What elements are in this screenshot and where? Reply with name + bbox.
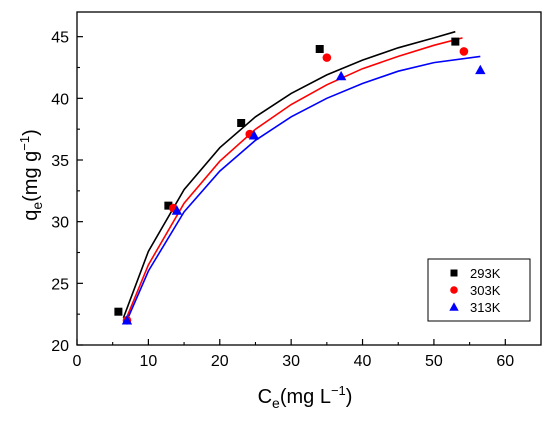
y-axis-title: qe(mg g−1) xyxy=(17,129,45,221)
legend-marker-293K xyxy=(450,269,458,277)
x-tick-label: 30 xyxy=(282,353,300,370)
x-axis-title: Ce(mg L−1) xyxy=(258,383,353,411)
plot-area xyxy=(114,30,486,325)
y-tick-label: 30 xyxy=(51,215,69,232)
x-tick-label: 10 xyxy=(139,353,157,370)
data-point-303K-5 xyxy=(459,47,469,56)
y-tick-label: 35 xyxy=(51,153,69,170)
data-point-313K-1 xyxy=(121,315,133,325)
fit-line-293K xyxy=(122,30,456,319)
legend-marker-303K xyxy=(450,286,458,294)
axes: 0 10 20 30 40 50 60 20 25 30 35 40 45 Ce(mg L−1) qe(mg… xyxy=(17,11,542,411)
legend-label-303K: 303K xyxy=(470,283,501,298)
legend-label-293K: 293K xyxy=(470,266,501,281)
legend-box xyxy=(427,258,531,322)
data-point-303K-4 xyxy=(322,53,332,62)
data-point-293K-2 xyxy=(164,201,173,210)
data-point-293K-4 xyxy=(315,45,324,53)
x-tick-label: 50 xyxy=(425,353,443,370)
fit-line-303K xyxy=(124,37,463,321)
x-tick-label: 60 xyxy=(496,353,514,370)
legend-marker-313K xyxy=(449,302,459,311)
data-point-293K-3 xyxy=(237,119,246,127)
x-tick-label: 20 xyxy=(211,353,229,370)
data-point-313K-3 xyxy=(248,130,260,140)
y-tick-label: 40 xyxy=(51,91,69,108)
x-tick-label: 40 xyxy=(354,353,372,370)
data-point-313K-2 xyxy=(171,205,183,215)
y-tick-label: 25 xyxy=(51,276,69,293)
data-point-293K-1 xyxy=(114,307,123,316)
legend: 293K 303K 313K xyxy=(427,258,531,322)
data-point-293K-5 xyxy=(451,37,460,46)
plot-frame xyxy=(76,11,542,346)
x-tick-label: 0 xyxy=(73,353,82,370)
data-point-313K-5 xyxy=(475,64,486,75)
data-point-313K-4 xyxy=(335,70,347,81)
fit-line-313K xyxy=(126,55,481,321)
legend-label-313K: 313K xyxy=(470,300,501,315)
y-tick-label: 45 xyxy=(51,30,69,47)
y-tick-label: 20 xyxy=(51,338,69,355)
